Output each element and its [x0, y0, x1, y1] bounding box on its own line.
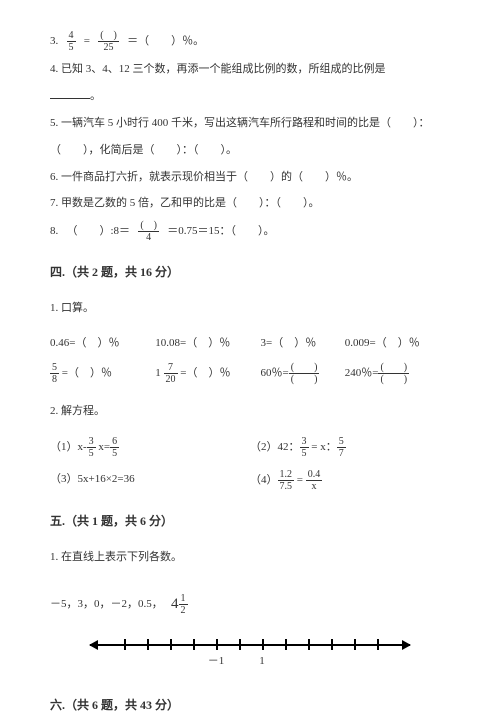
nl-tick — [377, 639, 379, 650]
section-6-title: 六.（共 6 题，共 43 分） — [50, 694, 450, 717]
question-5: 5. 一辆汽车 5 小时行 400 千米，写出这辆汽车所行路程和时间的比是（ ）… — [50, 113, 450, 134]
question-8: 8. （ ）:8＝ ( ) 4 ＝0.75＝15：（ ）。 — [50, 220, 450, 243]
q3-num: 3. — [50, 35, 58, 47]
nl-tick — [147, 639, 149, 650]
eq-row-2: （3）5x+16×2=36 （4）1.27.5 = 0.4x — [50, 469, 450, 492]
frac-blank-4: ( ) 4 — [138, 220, 159, 243]
calc-row-2: 58 =（ ）％ 1 720 =（ ）％ 60％=( )( ) 240％=( )… — [50, 362, 450, 385]
frac-blank-25: ( ) 25 — [98, 30, 119, 53]
question-7: 7. 甲数是乙数的 5 倍，乙和甲的比是（ ）：（ ）。 — [50, 193, 450, 214]
nl-tick — [216, 639, 218, 650]
nl-tick — [331, 639, 333, 650]
nl-tick — [124, 639, 126, 650]
section-4-title: 四.（共 2 题，共 16 分） — [50, 261, 450, 284]
calc-5: 58 =（ ）％ — [50, 362, 155, 385]
calc-7: 60％=( )( ) — [261, 362, 345, 385]
calc-row-1: 0.46=（ ）％ 10.08=（ ）％ 3=（ ）％ 0.009=（ ）％ — [50, 333, 450, 354]
question-3: 3. 4 5 = ( ) 25 ＝（ ）％。 — [50, 30, 450, 53]
calc-4: 0.009=（ ）％ — [345, 333, 450, 354]
frac-4-5: 4 5 — [67, 30, 76, 53]
blank — [50, 89, 90, 99]
question-6: 6. 一件商品打六折，就表示现价相当于（ ）的（ ）％。 — [50, 167, 450, 188]
nl-tick — [285, 639, 287, 650]
sec4-q1: 1. 口算。 — [50, 298, 450, 319]
mixed-number: 412 — [171, 590, 188, 619]
nl-label-neg1: －1 — [208, 651, 225, 672]
calc-3: 3=（ ）％ — [261, 333, 345, 354]
sec4-q2: 2. 解方程。 — [50, 401, 450, 422]
nl-tick — [170, 639, 172, 650]
section-5-title: 五.（共 1 题，共 6 分） — [50, 510, 450, 533]
question-4: 4. 已知 3、4、12 三个数，再添一个能组成比例的数，所组成的比例是 — [50, 59, 450, 80]
eq-1: （1）x-35 x=65 — [50, 436, 250, 459]
calc-2: 10.08=（ ）％ — [155, 333, 260, 354]
calc-6: 1 720 =（ ）％ — [155, 362, 260, 385]
question-5-cont: （ ），化简后是（ ）：（ ）。 — [50, 140, 450, 161]
calc-1: 0.46=（ ）％ — [50, 333, 155, 354]
nl-tick — [193, 639, 195, 650]
question-4-cont: 。 — [50, 86, 450, 107]
nl-axis — [90, 644, 410, 646]
eq-3: （3）5x+16×2=36 — [50, 469, 250, 492]
number-list: －5，3，0，－2，0.5， 412 — [50, 590, 450, 619]
nl-label-pos1: 1 — [259, 651, 265, 672]
eq-row-1: （1）x-35 x=65 （2）42：35 = x：57 — [50, 436, 450, 459]
eq-2: （2）42：35 = x：57 — [250, 436, 450, 459]
eq-4: （4）1.27.5 = 0.4x — [250, 469, 450, 492]
nl-tick — [262, 639, 264, 650]
nl-tick — [354, 639, 356, 650]
nl-tick — [308, 639, 310, 650]
sec5-q1: 1. 在直线上表示下列各数。 — [50, 547, 450, 568]
number-line: －1 1 — [90, 636, 410, 666]
arrow-right-icon — [402, 640, 411, 650]
calc-8: 240％=( )( ) — [345, 362, 450, 385]
nl-tick — [239, 639, 241, 650]
